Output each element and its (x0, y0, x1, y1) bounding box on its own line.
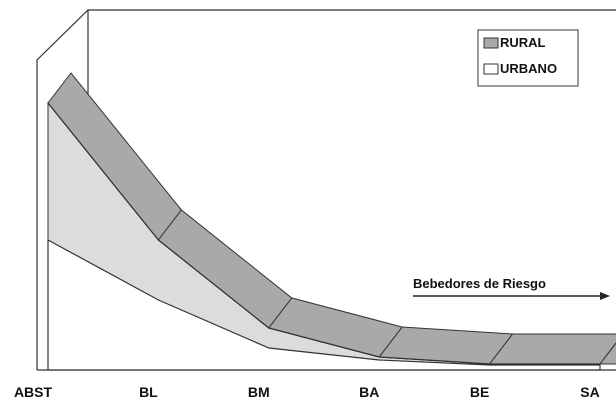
legend-swatch (483, 63, 499, 75)
legend-label: URBANO (500, 61, 557, 76)
rural-ribbon-segment (488, 333, 616, 365)
legend-box (477, 29, 579, 87)
legend-swatch (483, 37, 499, 49)
plot-area (47, 72, 616, 371)
x-tick-label: BA (359, 384, 379, 400)
annotation-arrowhead (600, 292, 610, 300)
back-wall (36, 9, 616, 370)
legend-label: RURAL (500, 35, 546, 50)
rural-line (47, 102, 600, 365)
annotation: Bebedores de Riesgo (413, 276, 546, 291)
x-tick-label: ABST (14, 384, 53, 400)
x-tick-label: SA (580, 384, 599, 400)
x-tick-label: BE (470, 384, 489, 400)
x-tick-label: BM (248, 384, 270, 400)
x-tick-label: BL (139, 384, 158, 400)
urbano-area (47, 238, 601, 371)
rural-ribbon-segment (598, 342, 616, 365)
legend: RURAL URBANO (477, 29, 579, 87)
